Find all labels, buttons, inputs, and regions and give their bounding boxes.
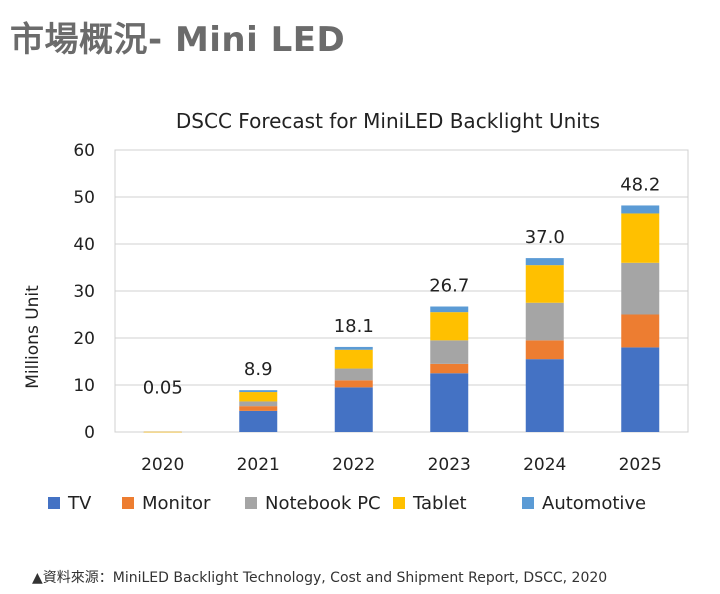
total-label-2022: 18.1 — [334, 316, 374, 337]
y-tick-label: 0 — [84, 423, 95, 443]
y-tick-label: 20 — [73, 329, 95, 349]
bar-tablet-2022 — [334, 349, 373, 369]
bar-automotive-2022 — [334, 346, 373, 350]
legend-label: Tablet — [412, 493, 467, 514]
bar-automotive-2024 — [525, 258, 564, 266]
bar-monitor-2024 — [525, 340, 564, 360]
y-tick-label: 10 — [73, 376, 95, 396]
total-label-2020: 0.05 — [143, 378, 183, 399]
bars — [143, 205, 660, 433]
chart-container: DSCC Forecast for MiniLED Backlight Unit… — [0, 90, 720, 545]
bar-automotive-2021 — [239, 390, 278, 393]
x-tick-label: 2024 — [523, 455, 566, 475]
bar-automotive-2025 — [621, 205, 660, 214]
legend: TV Monitor Notebook PC Tablet Automotive — [48, 493, 646, 514]
y-tick-label: 40 — [73, 235, 95, 255]
bar-tablet-2025 — [621, 213, 660, 263]
x-tick-label: 2022 — [332, 455, 375, 475]
legend-swatch-monitor — [122, 497, 134, 509]
bar-notebook-pc-2024 — [525, 302, 564, 341]
gridlines — [114, 149, 689, 433]
bar-automotive-2023 — [430, 306, 469, 313]
bar-monitor-2021 — [239, 406, 278, 411]
bar-notebook-pc-2022 — [334, 368, 373, 381]
y-axis-label: Millions Unit — [23, 285, 43, 389]
legend-swatch-tablet — [393, 497, 405, 509]
legend-swatch-notebook-pc — [245, 497, 257, 509]
legend-label: Monitor — [142, 493, 211, 514]
bar-tablet-2021 — [239, 392, 278, 402]
x-tick-label: 2023 — [428, 455, 471, 475]
legend-swatch-tv — [48, 497, 60, 509]
total-label-2023: 26.7 — [429, 276, 469, 297]
bar-tablet-2024 — [525, 265, 564, 303]
x-tick-label: 2021 — [237, 455, 280, 475]
page-title: 市場概況- Mini LED — [10, 20, 346, 60]
legend-label: Automotive — [542, 493, 646, 514]
bar-tablet-2020 — [143, 431, 182, 433]
bar-tv-2022 — [334, 387, 373, 432]
legend-label: TV — [67, 493, 92, 514]
total-label-2025: 48.2 — [620, 174, 660, 195]
bar-monitor-2025 — [621, 314, 660, 348]
chart-title: DSCC Forecast for MiniLED Backlight Unit… — [176, 109, 600, 133]
legend-swatch-automotive — [522, 497, 534, 509]
legend-label: Notebook PC — [265, 493, 381, 514]
x-tick-label: 2020 — [141, 455, 184, 475]
source-note: ▲資料來源：MiniLED Backlight Technology, Cost… — [32, 570, 608, 586]
bar-tablet-2023 — [430, 312, 469, 341]
bar-monitor-2023 — [430, 363, 469, 374]
bar-monitor-2022 — [334, 380, 373, 388]
y-tick-label: 60 — [73, 141, 95, 161]
bar-notebook-pc-2025 — [621, 262, 660, 315]
bar-notebook-pc-2023 — [430, 340, 469, 364]
bar-tv-2024 — [525, 359, 564, 432]
total-label-2024: 37.0 — [525, 227, 565, 248]
x-tick-label: 2025 — [619, 455, 662, 475]
y-axis-ticks: 0 10 20 30 40 50 60 — [73, 141, 95, 443]
bar-tv-2021 — [239, 410, 278, 432]
bar-notebook-pc-2021 — [239, 401, 278, 407]
total-label-2021: 8.9 — [244, 359, 273, 380]
y-tick-label: 30 — [73, 282, 95, 302]
bar-tv-2025 — [621, 347, 660, 432]
bar-tv-2023 — [430, 373, 469, 432]
y-tick-label: 50 — [73, 188, 95, 208]
stacked-bar-chart: DSCC Forecast for MiniLED Backlight Unit… — [23, 109, 689, 514]
x-axis-ticks: 2020 2021 2022 2023 2024 2025 — [141, 455, 662, 475]
total-labels: 0.05 8.9 18.1 26.7 37.0 48.2 — [143, 174, 661, 398]
